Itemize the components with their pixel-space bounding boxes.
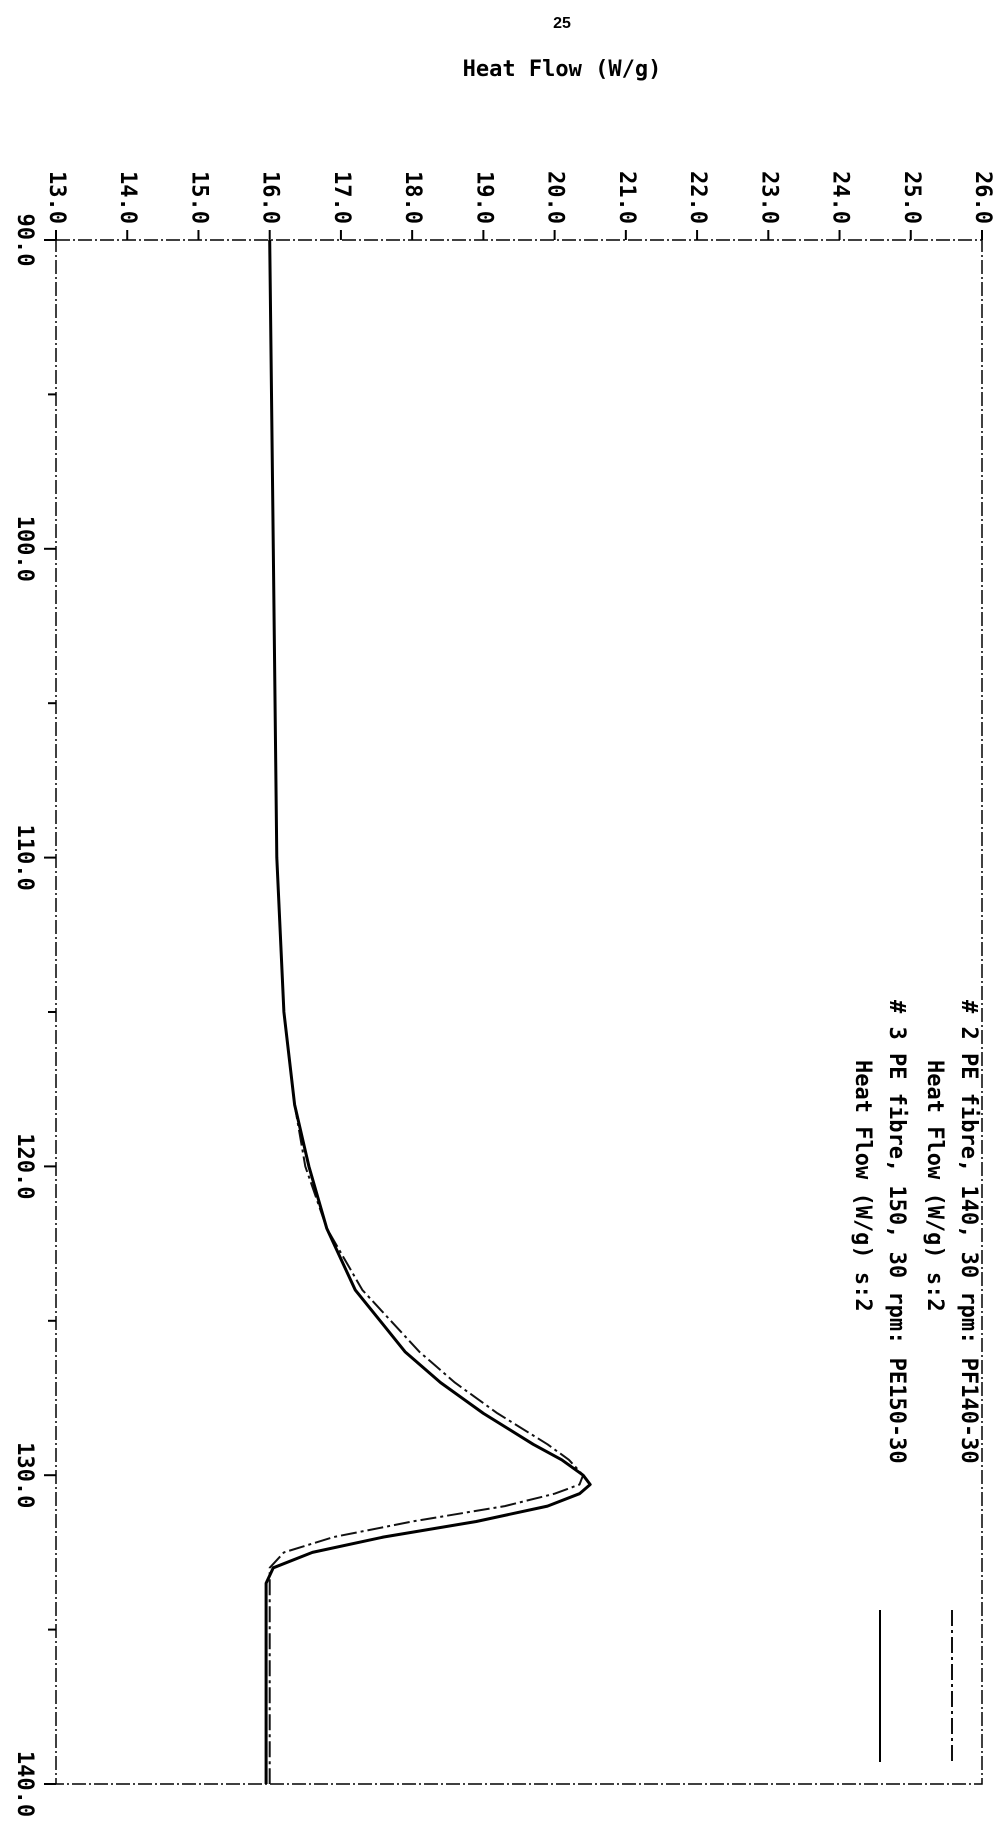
y-tick-label: 18.0	[400, 171, 425, 224]
x-tick-label: 90.0	[12, 214, 37, 267]
y-tick-label: 19.0	[471, 171, 496, 224]
y-tick-label: 24.0	[828, 171, 853, 224]
y-tick-label: 23.0	[756, 171, 781, 224]
y-tick-label: 16.0	[258, 171, 283, 224]
y-tick-label: 21.0	[614, 171, 639, 224]
x-tick-label: 100.0	[12, 516, 37, 582]
y-tick-label: 22.0	[685, 171, 710, 224]
chart-title: Heat Flow (W/g)	[463, 57, 662, 82]
series-line	[264, 239, 592, 1784]
page-number: 25	[553, 15, 571, 32]
y-tick-label: 25.0	[899, 171, 924, 224]
legend-label: # 3 PE fibre, 150, 30 rpm: PE150-30	[884, 1000, 909, 1464]
y-tick-label: 20.0	[543, 171, 568, 224]
x-tick-label: 120.0	[12, 1133, 37, 1199]
y-tick-label: 26.0	[970, 171, 994, 224]
plot-frame	[55, 239, 983, 1785]
y-tick-label: 13.0	[44, 171, 69, 224]
legend-label: # 2 PE fibre, 140, 30 rpm: PF140-30	[956, 1000, 981, 1464]
legend-sublabel: Heat Flow (W/g) s:2	[922, 1060, 947, 1312]
y-tick-label: 17.0	[329, 171, 354, 224]
legend-sublabel: Heat Flow (W/g) s:2	[850, 1060, 875, 1312]
y-tick-label: 15.0	[186, 171, 211, 224]
x-tick-label: 140.0	[12, 1751, 37, 1817]
x-tick-label: 130.0	[12, 1442, 37, 1508]
x-tick-label: 110.0	[12, 824, 37, 890]
y-tick-label: 14.0	[115, 171, 140, 224]
